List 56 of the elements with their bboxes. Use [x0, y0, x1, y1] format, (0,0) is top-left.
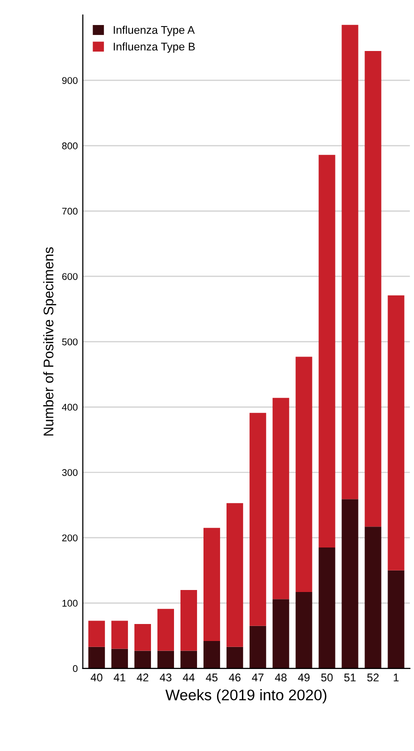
x-tick-label: 52	[367, 674, 379, 682]
x-tick-label: 42	[136, 674, 148, 682]
bar	[203, 640, 220, 668]
bar	[180, 590, 198, 651]
bar	[272, 398, 290, 600]
y-tick-label: 800	[62, 142, 78, 150]
x-tick-label: 49	[298, 674, 310, 682]
bar	[134, 650, 151, 668]
bar	[226, 503, 244, 647]
bar	[250, 626, 266, 668]
y-tick-label: 200	[62, 534, 78, 542]
bar	[342, 499, 358, 668]
bar	[111, 648, 128, 668]
bar	[134, 624, 151, 651]
x-tick-label: 51	[344, 674, 356, 682]
y-tick-label: 700	[62, 208, 78, 215]
x-axis-title: Weeks (2019 into 2020)	[165, 689, 326, 704]
x-tick-label: 1	[394, 674, 399, 682]
bar	[342, 24, 358, 500]
x-tick-label: 47	[252, 674, 264, 682]
x-tick-label: 50	[321, 674, 333, 682]
bar	[88, 620, 105, 647]
y-tick-label: 900	[62, 77, 78, 84]
x-tick-label: 46	[228, 674, 241, 682]
y-tick-label: 300	[62, 469, 78, 476]
x-tick-label: 44	[182, 674, 195, 682]
bar	[180, 650, 198, 668]
bar	[157, 608, 174, 651]
y-tick-label: 100	[62, 600, 78, 607]
y-axis-title: Number of Positive Specimens	[43, 247, 56, 436]
bar	[296, 356, 312, 592]
bar	[318, 154, 336, 548]
legend-label: Influenza Type B	[114, 42, 195, 53]
bar	[364, 526, 382, 668]
bar	[296, 592, 312, 668]
bar	[203, 528, 220, 641]
bar	[157, 650, 174, 668]
bar	[226, 646, 244, 668]
y-tick-label: 600	[62, 273, 78, 280]
x-tick-label: 45	[206, 674, 218, 682]
bar	[318, 548, 336, 668]
bar	[364, 50, 382, 527]
x-tick-label: 40	[90, 674, 102, 682]
y-tick-label: 0	[72, 665, 78, 672]
bar	[388, 570, 404, 668]
x-tick-label: 43	[160, 674, 172, 682]
x-tick-label: 48	[274, 674, 287, 682]
y-tick-label: 500	[62, 338, 78, 346]
bar	[250, 412, 266, 626]
bar	[272, 599, 290, 668]
bar	[88, 646, 105, 668]
x-tick-label: 41	[114, 674, 126, 682]
bar	[111, 620, 128, 649]
legend-label: Influenza Type A	[114, 26, 195, 36]
y-tick-label: 400	[62, 404, 78, 411]
bar	[388, 295, 404, 570]
